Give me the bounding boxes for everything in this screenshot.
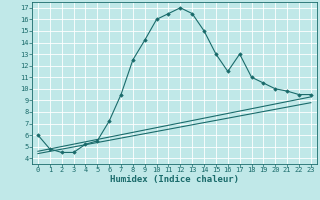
X-axis label: Humidex (Indice chaleur): Humidex (Indice chaleur) [110,175,239,184]
